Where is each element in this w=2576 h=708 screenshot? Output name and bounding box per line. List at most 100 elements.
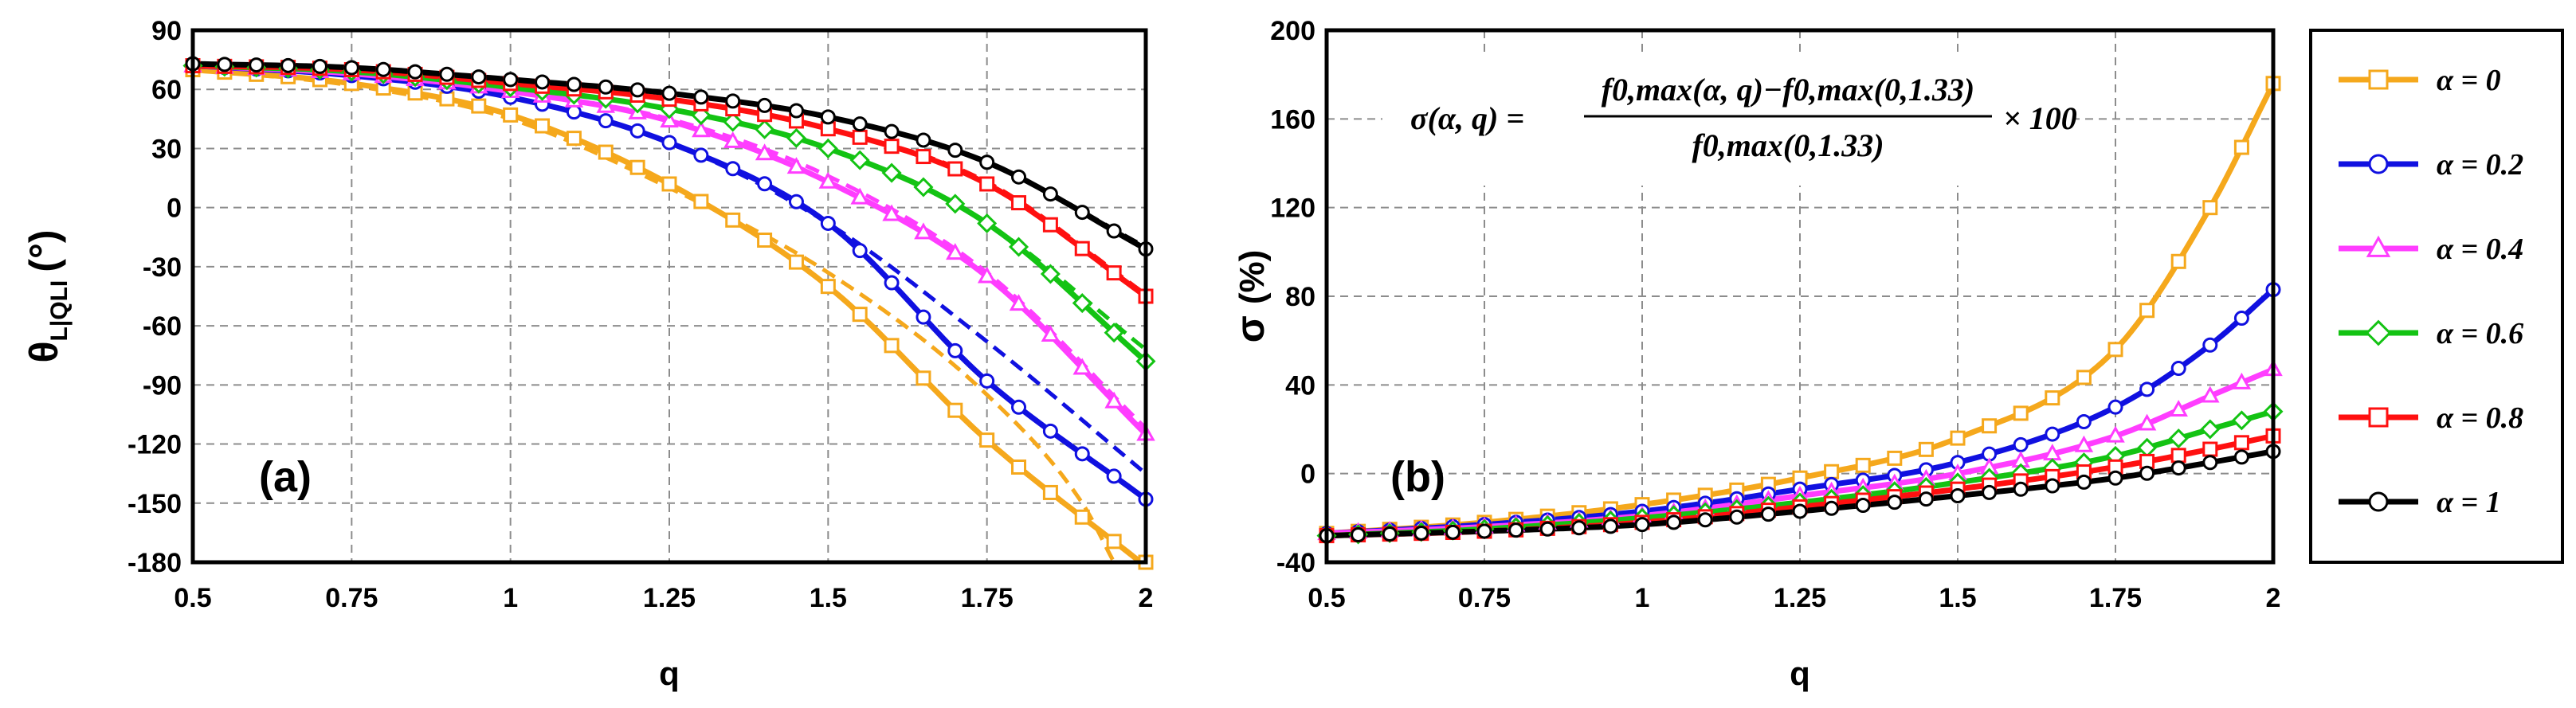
panel-a-point-alpha-0-0 <box>947 402 963 418</box>
sigma-formula: σ(α, q) = f0,max(α, q)−f0,max(0,1.33) f0… <box>1382 54 2077 186</box>
panel-b-markers <box>1316 76 2284 546</box>
panel-b-point-alpha-0-0 <box>1855 457 1871 473</box>
panel-a-point-alpha-0-6 <box>817 138 838 158</box>
panel-a-point-alpha-0-0 <box>471 98 487 114</box>
panel-a-y-tick-label: 30 <box>151 134 182 164</box>
panel-b-point-alpha-1 <box>1382 526 1398 542</box>
panel-b-x-tick-label: 1.5 <box>1939 583 1976 613</box>
legend-label: α = 0.6 <box>2437 317 2523 350</box>
panel-b-point-alpha-0-0 <box>1824 464 1840 479</box>
panel-a-point-alpha-1 <box>979 155 995 170</box>
panel-a-point-alpha-0-2 <box>947 342 963 358</box>
panel-a-x-tick-label: 0.5 <box>174 583 211 613</box>
panel-b-point-alpha-1 <box>1982 484 1998 500</box>
panel-a-point-alpha-1 <box>1042 186 1058 202</box>
panel-a-point-alpha-0-8 <box>1042 217 1058 233</box>
legend-label: α = 0.4 <box>2437 233 2523 266</box>
panel-b-x-tick-label: 0.75 <box>1458 583 1511 613</box>
panel-a-point-alpha-1 <box>312 58 327 74</box>
panel-a-point-alpha-1 <box>820 109 836 125</box>
panel-b-point-alpha-0-2 <box>2202 337 2218 353</box>
panel-a-point-alpha-0-8 <box>916 149 931 165</box>
panel-b-point-alpha-0-2 <box>2013 436 2029 452</box>
panel-b-point-alpha-0-4 <box>2201 385 2220 403</box>
panel-b-point-alpha-0-2 <box>2139 381 2155 397</box>
panel-a-point-alpha-0-6 <box>913 177 934 198</box>
panel-a-point-alpha-0-8 <box>1106 265 1122 281</box>
panel-b-point-alpha-0-8 <box>2170 448 2186 464</box>
panel-b-point-alpha-0-4 <box>2106 425 2125 443</box>
panel-a-point-alpha-1 <box>884 123 900 139</box>
panel-a-point-alpha-0-0 <box>439 91 455 107</box>
panel-a-point-alpha-0-4 <box>786 157 806 174</box>
panel-a-point-alpha-0-0 <box>566 131 582 147</box>
panel-b-point-alpha-1 <box>1887 495 1903 510</box>
panel-b-point-alpha-0-0 <box>2202 200 2218 216</box>
panel-b-point-alpha-0-2 <box>2107 399 2123 415</box>
legend-marker <box>2368 491 2389 512</box>
panel-a-point-alpha-0-2 <box>1011 399 1027 415</box>
panel-a-y-tick-label: 90 <box>151 16 182 46</box>
panel-a-point-alpha-1 <box>280 57 296 73</box>
panel-b-point-alpha-0-0 <box>1950 430 1966 446</box>
panel-a-x-tick-label: 1.25 <box>643 583 696 613</box>
panel-a-point-alpha-0-4 <box>1072 358 1092 375</box>
panel-a-point-alpha-1 <box>535 74 551 90</box>
panel-a-y-tick-label: 0 <box>167 194 182 224</box>
panel-a-point-alpha-0-6 <box>1104 323 1124 343</box>
panel-a-y-tick-label: -150 <box>127 489 182 519</box>
panel-b-point-alpha-0-0 <box>2233 139 2249 155</box>
panel-a-point-alpha-0-4 <box>977 266 997 284</box>
panel-b-point-alpha-1 <box>1445 524 1461 540</box>
panel-a-point-alpha-0-2 <box>1106 468 1122 484</box>
panel-b-point-alpha-0-4 <box>2074 435 2094 452</box>
panel-a: 90 60 30 0 -30 -60 -90 -120 -150 -180 0.5 0.75 1 1.2… <box>22 16 1156 692</box>
panel-a-point-alpha-0-0 <box>757 233 773 248</box>
panel-b-point-alpha-1 <box>2045 478 2060 494</box>
panel-b: 200 160 120 80 40 0 -40 0.5 0.75 1 1.25 1.5 1.75 2 (… <box>1228 16 2284 692</box>
panel-b-point-alpha-1 <box>2013 481 2029 497</box>
panel-b-point-alpha-0-6 <box>2231 410 2252 431</box>
panel-b-point-alpha-0-4 <box>2232 372 2252 389</box>
panel-b-point-alpha-1 <box>1413 525 1429 541</box>
panel-b-point-alpha-0-8 <box>2202 441 2218 457</box>
panel-b-point-alpha-1 <box>1792 503 1808 519</box>
panel-a-point-alpha-0-0 <box>1011 459 1027 475</box>
panel-b-x-tick-label: 0.5 <box>1308 583 1345 613</box>
panel-a-point-alpha-0-0 <box>629 159 645 175</box>
panel-a-y-label-main: θ <box>22 341 66 362</box>
panel-a-point-alpha-1 <box>947 143 963 158</box>
panel-b-point-alpha-0-0 <box>2170 253 2186 269</box>
panel-b-point-alpha-0-2 <box>2076 414 2092 430</box>
legend-marker <box>2368 407 2389 428</box>
panel-a-x-tick-label: 1.75 <box>961 583 1014 613</box>
panel-a-y-tick-label: -180 <box>127 548 182 578</box>
panel-b-point-alpha-1 <box>1697 512 1713 528</box>
panel-b-point-alpha-1 <box>2107 470 2123 486</box>
panel-a-point-alpha-0-0 <box>1042 484 1058 500</box>
panel-a-markers <box>182 55 1156 570</box>
panel-b-point-alpha-1 <box>1571 520 1587 536</box>
panel-a-y-tick-label: -30 <box>143 252 182 283</box>
panel-a-point-alpha-0-0 <box>916 370 931 386</box>
panel-a-point-alpha-0-0 <box>820 279 836 295</box>
panel-a-point-alpha-0-0 <box>535 118 551 134</box>
panel-a-point-alpha-0-2 <box>820 215 836 231</box>
panel-a-label: (a) <box>259 453 312 501</box>
panel-b-point-alpha-1 <box>1760 507 1776 522</box>
panel-a-point-alpha-0-4 <box>723 131 743 148</box>
panel-b-point-alpha-0-2 <box>2045 426 2060 442</box>
panel-a-x-tick-label: 1.5 <box>810 583 847 613</box>
panel-b-point-alpha-1 <box>1855 498 1871 514</box>
panel-a-point-alpha-0-6 <box>786 127 806 148</box>
panel-b-point-alpha-1 <box>2233 449 2249 465</box>
panel-b-point-alpha-1 <box>2076 474 2092 490</box>
panel-b-point-alpha-1 <box>1602 518 1618 534</box>
panel-a-point-alpha-0-0 <box>788 254 804 270</box>
panel-a-point-alpha-1 <box>343 60 359 76</box>
panel-b-point-alpha-0-4 <box>2169 400 2188 417</box>
panel-a-point-alpha-0-6 <box>723 111 743 132</box>
panel-a-point-alpha-0-8 <box>947 161 963 177</box>
panel-a-point-alpha-0-2 <box>629 123 645 139</box>
